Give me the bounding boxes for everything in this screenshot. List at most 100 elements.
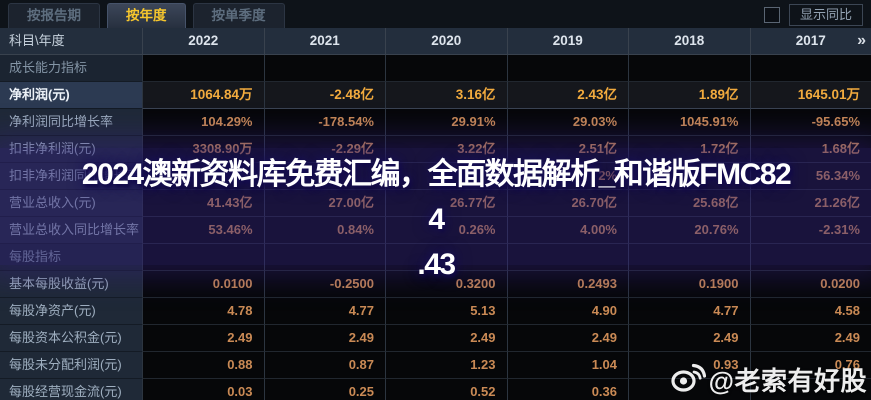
cell-value: 1645.01万 (749, 82, 871, 109)
year-header-cell: 2021 (263, 28, 386, 54)
cell-value (628, 244, 750, 271)
cell-value: 1045.91% (628, 109, 750, 136)
row-label: 扣非净利润同比增长率 (0, 163, 142, 190)
cell-value: -2.29亿 (263, 136, 385, 163)
table-body: 成长能力指标 净利润(元) 1064.84万 -2.48亿 3.16亿 2.43亿 1.89… (0, 55, 871, 400)
cell-value: 2% (506, 163, 628, 190)
cell-value: 0.1900 (628, 271, 750, 298)
cell-value: 0.93 (628, 352, 750, 379)
cell-value: 0.2493 (506, 271, 628, 298)
cell-value: 2.49 (142, 325, 264, 352)
cell-value: 4.58 (749, 298, 871, 325)
tab-item-2[interactable]: 按单季度 (192, 3, 285, 28)
row-label: 每股经营现金流(元) (0, 379, 142, 400)
cell-value: 2.43亿 (506, 82, 628, 109)
cell-value: 29.91% (385, 109, 507, 136)
table-row: 营业总收入同比增长率 53.46% 0.84% 0.26% 4.00% 20.76% -2.… (0, 217, 871, 244)
cell-value: 0.0100 (142, 271, 264, 298)
cell-value: 0.88 (142, 352, 264, 379)
cell-value: -2.48亿 (263, 82, 385, 109)
cell-value: 56.34% (749, 163, 871, 190)
row-label: 每股资本公积金(元) (0, 325, 142, 352)
cell-value: 1.72亿 (628, 136, 750, 163)
cell-value: 2.49 (385, 325, 507, 352)
cell-value: 0.76 (749, 352, 871, 379)
row-label: 每股指标 (0, 244, 142, 271)
row-label: 成长能力指标 (0, 55, 142, 82)
tab-item-0[interactable]: 按报告期 (8, 3, 100, 28)
year-header-cell: 2019 (506, 28, 629, 54)
tab-item-1[interactable]: 按年度 (107, 3, 186, 28)
cell-value: 53.46% (142, 217, 264, 244)
cell-value: 3308.90万 (142, 136, 264, 163)
section-row: 每股指标 (0, 244, 871, 271)
cell-value: 20.76% (628, 217, 750, 244)
cell-value (628, 379, 750, 400)
table-row: 每股未分配利润(元) 0.88 0.87 1.23 1.04 0.93 0.76 (0, 352, 871, 379)
cell-value: -178.54% (263, 109, 385, 136)
cell-value (506, 55, 628, 82)
table-row: 基本每股收益(元) 0.0100 -0.2500 0.3200 0.2493 0.1900… (0, 271, 871, 298)
cell-value: 25.68亿 (628, 190, 750, 217)
table-row: 营业总收入(元) 41.43亿 27.00亿 26.77亿 26.70亿 25.68亿 21… (0, 190, 871, 217)
table-header-row: 科目\年度 2022 2021 2020 2019 2018 2017» (0, 28, 871, 55)
cell-value: 0.03 (142, 379, 264, 400)
cell-value (385, 244, 507, 271)
cell-value: 26.77亿 (385, 190, 507, 217)
section-row: 成长能力指标 (0, 55, 871, 82)
cell-value: 2.51亿 (506, 136, 628, 163)
cell-value: 4.77 (628, 298, 750, 325)
cell-value: -95.65% (749, 109, 871, 136)
cell-value: -0.2500 (263, 271, 385, 298)
cell-value (142, 55, 264, 82)
table-row: 每股经营现金流(元) 0.03 0.25 0.52 0.36 (0, 379, 871, 400)
row-label: 净利润(元) (0, 82, 142, 109)
cell-value: 29.03% (506, 109, 628, 136)
row-label: 基本每股收益(元) (0, 271, 142, 298)
row-label: 营业总收入同比增长率 (0, 217, 142, 244)
cell-value: 1.68亿 (749, 136, 871, 163)
year-header-cell: 2017 (749, 28, 871, 54)
year-header-cell: 2020 (385, 28, 507, 54)
cell-value: 0.87 (263, 352, 385, 379)
cell-value: 0.3200 (385, 271, 507, 298)
cell-value (263, 244, 385, 271)
cell-value (385, 55, 507, 82)
cell-value (628, 163, 750, 190)
cell-value (263, 55, 385, 82)
cell-value: 5.13 (385, 298, 507, 325)
table-row: 净利润同比增长率 104.29% -178.54% 29.91% 29.03% 1045.… (0, 109, 871, 136)
year-header-cell: 2018 (628, 28, 750, 54)
year-header-cell: 2022 (142, 28, 264, 54)
table-row: 扣非净利润同比增长率 2% 56.34% (0, 163, 871, 190)
cell-value: 0.0200 (749, 271, 871, 298)
cell-value (142, 244, 264, 271)
cell-value: 3.16亿 (385, 82, 507, 109)
cell-value (628, 55, 750, 82)
more-columns-arrow[interactable]: » (857, 32, 866, 49)
cell-value: 0.36 (506, 379, 628, 400)
cell-value (749, 244, 871, 271)
table-row: 净利润(元) 1064.84万 -2.48亿 3.16亿 2.43亿 1.89亿 1645.… (0, 82, 871, 109)
row-label: 净利润同比增长率 (0, 109, 142, 136)
cell-value (506, 244, 628, 271)
yoy-checkbox[interactable] (763, 7, 780, 23)
row-label: 扣非净利润(元) (0, 136, 142, 163)
cell-value: 1.89亿 (628, 82, 750, 109)
cell-value: 2.49 (628, 325, 750, 352)
cell-value: 4.77 (263, 298, 385, 325)
table-row: 扣非净利润(元) 3308.90万 -2.29亿 3.22亿 2.51亿 1.72亿 1.6… (0, 136, 871, 163)
cell-value: 0.52 (385, 379, 507, 400)
table-row: 每股净资产(元) 4.78 4.77 5.13 4.90 4.77 4.58 (0, 298, 871, 325)
cell-value: 27.00亿 (263, 190, 385, 217)
cell-value: 4.78 (142, 298, 264, 325)
cell-value: 1064.84万 (142, 82, 264, 109)
cell-value (749, 55, 871, 82)
cell-value (142, 163, 264, 190)
cell-value (749, 379, 871, 400)
show-yoy-button[interactable]: 显示同比 (788, 4, 863, 26)
cell-value: 0.25 (263, 379, 385, 400)
cell-value: 4.90 (506, 298, 628, 325)
cell-value: 1.23 (385, 352, 507, 379)
